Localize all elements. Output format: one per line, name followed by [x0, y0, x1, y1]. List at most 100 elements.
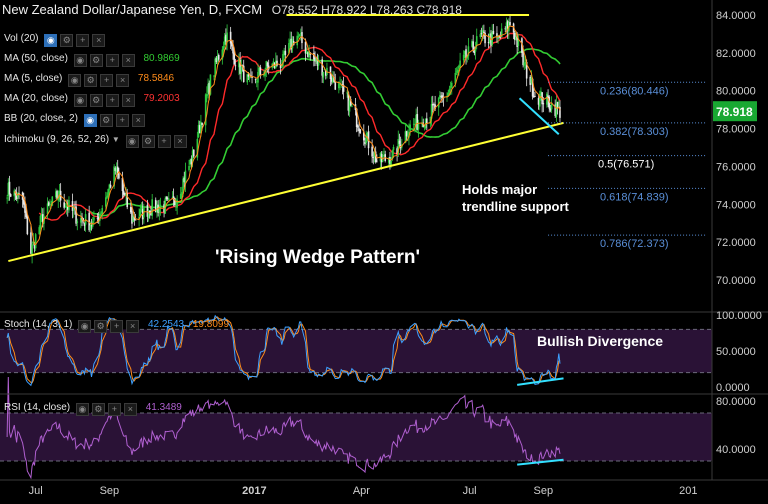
legend-stoch[interactable]: Stoch (14, 3, 1) ◉ ⚙ + × 42.2543 19.8099	[4, 319, 229, 333]
legend-rsi-value: 41.3489	[145, 402, 182, 413]
price-tick-label: 84.0000	[716, 10, 756, 22]
falling-wedge-line	[518, 97, 560, 135]
candle-body	[184, 170, 187, 184]
candle-body	[555, 103, 558, 117]
candle-body	[263, 73, 265, 76]
candle-body	[362, 131, 365, 141]
gear-icon[interactable]: ⚙	[89, 54, 103, 67]
candle-body	[46, 203, 49, 214]
eye-icon[interactable]: ◉	[83, 114, 97, 127]
legend-ma5[interactable]: MA (5, close) ◉ ⚙ + × 78.5846	[4, 73, 174, 87]
time-tick-label: 2017	[242, 485, 266, 497]
symbol-title[interactable]: New Zealand Dollar/Japanese Yen, D, FXCM	[2, 2, 263, 17]
candle-body	[198, 125, 201, 134]
eye-icon[interactable]: ◉	[75, 403, 89, 416]
eye-icon[interactable]: ◉	[44, 34, 58, 47]
candle-body	[371, 146, 373, 157]
candle-body	[491, 31, 493, 45]
chevron-down-icon[interactable]: ▼	[111, 135, 120, 144]
candle-body	[559, 106, 561, 118]
candle-body	[265, 61, 268, 70]
add-icon[interactable]: +	[76, 34, 90, 47]
candle-body	[175, 206, 177, 208]
candle-body	[339, 84, 341, 85]
legend-volume[interactable]: Vol (20) ◉ ⚙ + ×	[4, 33, 106, 47]
add-icon[interactable]: +	[105, 94, 119, 107]
candle-body	[513, 32, 516, 40]
candle-body	[383, 155, 385, 157]
candle-body	[105, 197, 107, 207]
candle-body	[324, 69, 327, 76]
candle-body	[347, 92, 350, 111]
candle-body	[537, 97, 540, 105]
candle-body	[190, 158, 193, 165]
close-icon[interactable]: ×	[173, 135, 187, 148]
rsi-tick-label: 40.0000	[716, 444, 756, 456]
fib-level-label: 0.236(80.446)	[600, 85, 669, 97]
candle-body	[307, 52, 309, 58]
candle-body	[68, 200, 70, 211]
candle-body	[279, 63, 282, 69]
candle-body	[6, 197, 8, 199]
eye-icon[interactable]: ◉	[68, 74, 82, 87]
candle-body	[201, 122, 203, 126]
candle-body	[439, 95, 441, 99]
close-icon[interactable]: ×	[121, 54, 135, 67]
add-icon[interactable]: +	[107, 403, 121, 416]
gear-icon[interactable]: ⚙	[99, 114, 113, 127]
stoch-tick-label: 100.0000	[716, 310, 762, 322]
stoch-k-line	[6, 314, 561, 387]
candle-body	[225, 34, 227, 42]
add-icon[interactable]: +	[100, 74, 114, 87]
close-icon[interactable]: ×	[92, 34, 106, 47]
candle-body	[422, 122, 425, 128]
gear-icon[interactable]: ⚙	[89, 94, 103, 107]
gear-icon[interactable]: ⚙	[60, 34, 74, 47]
candle-body	[90, 225, 93, 227]
eye-icon[interactable]: ◉	[125, 135, 139, 148]
candle-body	[357, 125, 359, 128]
close-icon[interactable]: ×	[126, 320, 140, 333]
add-icon[interactable]: +	[115, 114, 129, 127]
candle-body	[258, 68, 260, 72]
close-icon[interactable]: ×	[121, 94, 135, 107]
gear-icon[interactable]: ⚙	[91, 403, 105, 416]
eye-icon[interactable]: ◉	[73, 54, 87, 67]
candle-body	[556, 101, 559, 109]
legend-rsi[interactable]: RSI (14, close) ◉ ⚙ + × 41.3489	[4, 402, 182, 416]
legend-ichimoku[interactable]: Ichimoku (9, 26, 52, 26) ▼ ◉ ⚙ + ×	[4, 134, 187, 148]
close-icon[interactable]: ×	[116, 74, 130, 87]
candle-body	[176, 199, 178, 208]
candle-body	[390, 160, 392, 167]
close-icon[interactable]: ×	[131, 114, 145, 127]
candle-body	[304, 41, 307, 54]
candle-body	[466, 55, 469, 59]
time-axis: Jul Sep 2017 Apr Jul Sep 201	[29, 485, 698, 497]
candle-body	[497, 36, 499, 40]
legend-ma20[interactable]: MA (20, close) ◉ ⚙ + × 79.2003	[4, 93, 180, 107]
ma5-line	[14, 25, 561, 245]
eye-icon[interactable]: ◉	[73, 94, 87, 107]
candle-body	[24, 203, 26, 213]
legend-ma50[interactable]: MA (50, close) ◉ ⚙ + × 80.9869	[4, 53, 180, 67]
candle-body	[474, 46, 477, 52]
candle-body	[364, 141, 366, 145]
support-annotation-1: Holds major	[462, 182, 537, 197]
eye-icon[interactable]: ◉	[78, 320, 92, 333]
candle-body	[458, 65, 460, 69]
candle-body	[34, 234, 37, 249]
candle-body	[206, 94, 208, 97]
candle-body	[197, 125, 200, 138]
close-icon[interactable]: ×	[123, 403, 137, 416]
candle-body	[392, 146, 395, 150]
candle-body	[147, 210, 150, 218]
candle-body	[355, 108, 358, 127]
gear-icon[interactable]: ⚙	[141, 135, 155, 148]
legend-bb[interactable]: BB (20, close, 2) ◉ ⚙ + ×	[4, 113, 145, 127]
add-icon[interactable]: +	[105, 54, 119, 67]
gear-icon[interactable]: ⚙	[94, 320, 108, 333]
candle-body	[159, 204, 162, 208]
add-icon[interactable]: +	[157, 135, 171, 148]
add-icon[interactable]: +	[110, 320, 124, 333]
gear-icon[interactable]: ⚙	[84, 74, 98, 87]
